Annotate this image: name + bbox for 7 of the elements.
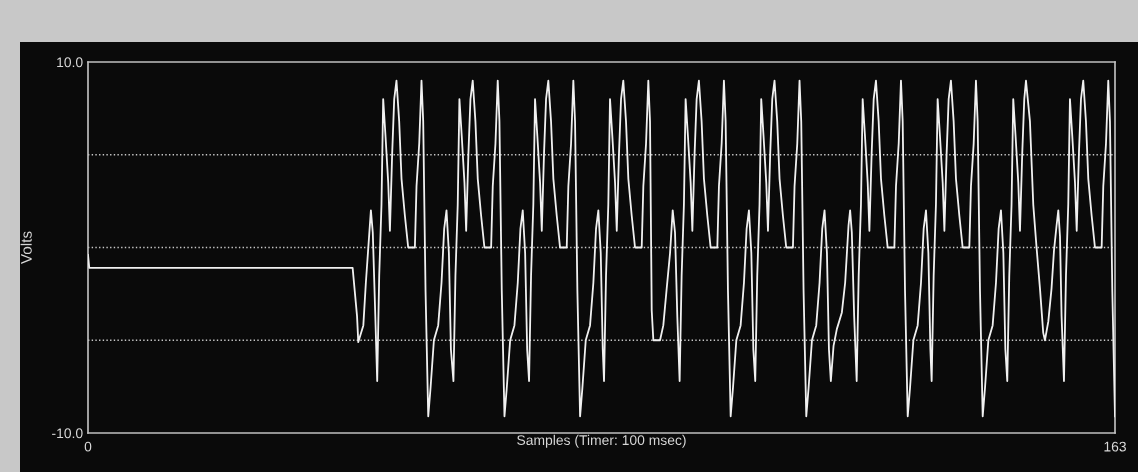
y-tick-label: 10.0 (57, 57, 83, 68)
y-axis-title: Volts (20, 231, 32, 264)
x-tick-label: 163 (1104, 441, 1126, 452)
line-series (88, 79, 1115, 418)
y-tick-label: -10.0 (52, 428, 83, 439)
x-tick-label: 0 (84, 441, 92, 452)
x-axis-title: Samples (Timer: 100 msec) (517, 434, 686, 448)
